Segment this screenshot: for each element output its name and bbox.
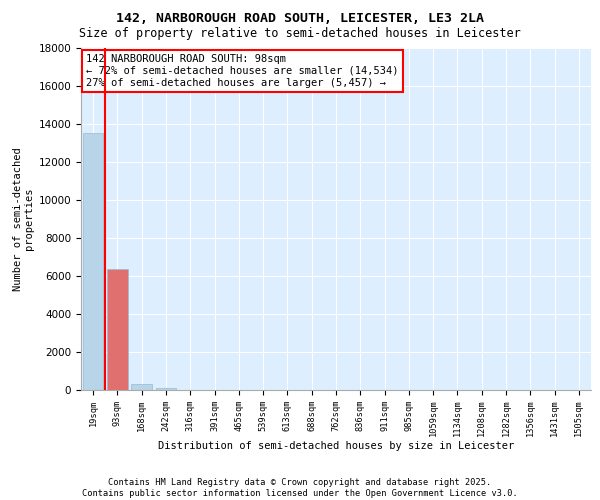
Text: Contains HM Land Registry data © Crown copyright and database right 2025.
Contai: Contains HM Land Registry data © Crown c… [82,478,518,498]
Bar [131,384,152,390]
Bar [83,133,103,390]
Text: 142 NARBOROUGH ROAD SOUTH: 98sqm
← 72% of semi-detached houses are smaller (14,5: 142 NARBOROUGH ROAD SOUTH: 98sqm ← 72% o… [86,54,398,88]
Text: Size of property relative to semi-detached houses in Leicester: Size of property relative to semi-detach… [79,28,521,40]
Bar [155,388,176,390]
X-axis label: Distribution of semi-detached houses by size in Leicester: Distribution of semi-detached houses by … [158,440,514,450]
Text: 142, NARBOROUGH ROAD SOUTH, LEICESTER, LE3 2LA: 142, NARBOROUGH ROAD SOUTH, LEICESTER, L… [116,12,484,26]
Y-axis label: Number of semi-detached
properties: Number of semi-detached properties [13,147,34,290]
Bar [107,269,128,390]
